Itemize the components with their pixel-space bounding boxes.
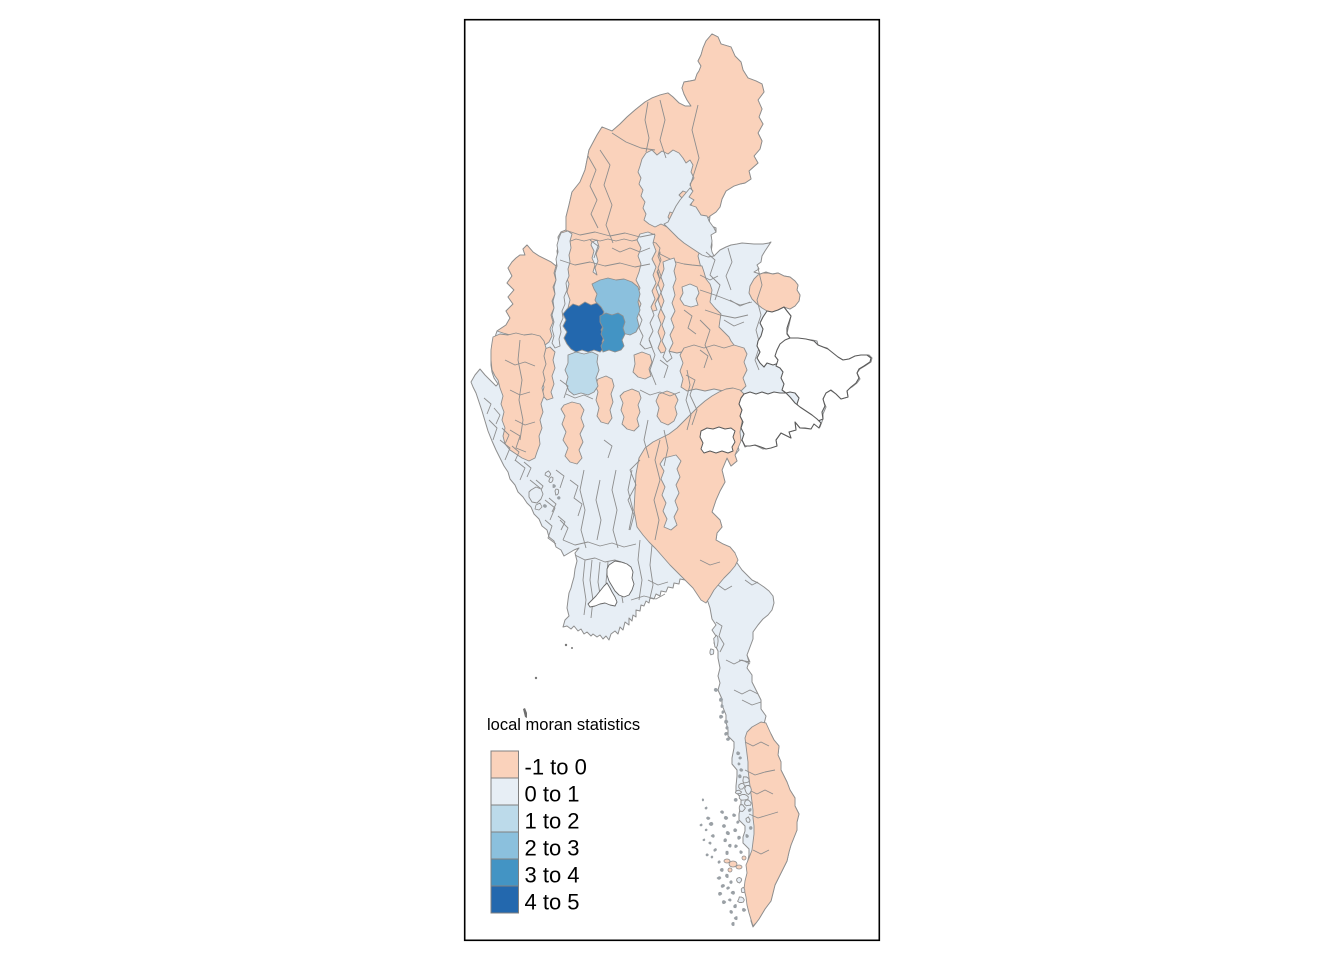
svg-text:-1 to 0: -1 to 0 xyxy=(525,755,587,780)
svg-text:local moran statistics: local moran statistics xyxy=(487,716,640,734)
svg-text:2 to 3: 2 to 3 xyxy=(525,836,580,861)
svg-text:1 to 2: 1 to 2 xyxy=(525,809,580,834)
svg-text:3 to 4: 3 to 4 xyxy=(525,863,580,888)
svg-text:0 to 1: 0 to 1 xyxy=(525,782,580,807)
svg-text:4 to 5: 4 to 5 xyxy=(525,890,580,915)
